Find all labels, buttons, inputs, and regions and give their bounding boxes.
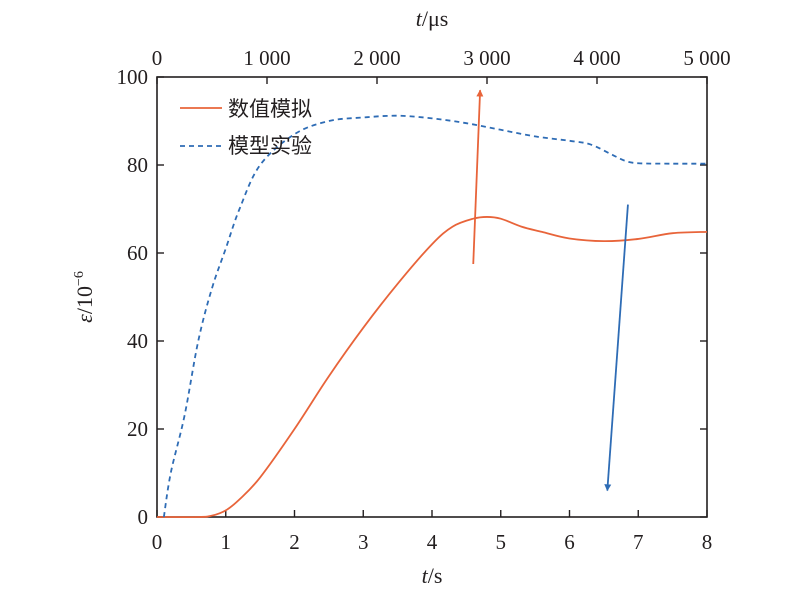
x-tick-label-5: 5 <box>496 530 507 554</box>
y-tick-label-0: 0 <box>138 505 149 529</box>
y-axis-title: ε/10−6 <box>72 271 97 323</box>
x2-tick-label-2: 2 000 <box>353 46 400 70</box>
annotation-arrow-1 <box>604 204 629 492</box>
annotation-layer <box>472 89 629 492</box>
x-tick-label-2: 2 <box>289 530 300 554</box>
y-tick-label-3: 60 <box>127 241 148 265</box>
y-tick-label-1: 20 <box>127 417 148 441</box>
x2-tick-label-1: 1 000 <box>243 46 290 70</box>
axis-tick-labels: 0 1 2 3 4 5 6 7 80 1 000 2 000 3 000 4 000 5 00002040… <box>117 46 731 554</box>
x-tick-label-8: 8 <box>702 530 713 554</box>
series-line-experiment <box>162 114 708 518</box>
x2-tick-label-4: 4 000 <box>573 46 620 70</box>
series-layer <box>156 114 708 518</box>
x-tick-label-6: 6 <box>564 530 575 554</box>
legend-label-experiment: 模型实验 <box>228 134 312 158</box>
x-axis-title: t/s <box>422 563 443 588</box>
x-tick-label-0: 0 <box>152 530 163 554</box>
x2-tick-label-5: 5 000 <box>683 46 730 70</box>
x2-tick-label-0: 0 <box>152 46 163 70</box>
x-tick-label-4: 4 <box>427 530 438 554</box>
legend-label-simulation: 数值模拟 <box>228 97 312 121</box>
legend: 数值模拟 模型实验 <box>180 97 312 158</box>
y-tick-label-2: 40 <box>127 329 148 353</box>
x2-axis-title: t/μs <box>416 6 449 31</box>
annotation-arrow-0 <box>472 89 484 265</box>
x2-tick-label-3: 3 000 <box>463 46 510 70</box>
series-line-simulation <box>156 216 708 518</box>
x-tick-label-1: 1 <box>221 530 232 554</box>
axis-ticks <box>156 76 708 518</box>
x-tick-label-7: 7 <box>633 530 644 554</box>
y-tick-label-5: 100 <box>117 65 149 89</box>
x-tick-label-3: 3 <box>358 530 369 554</box>
y-tick-label-4: 80 <box>127 153 148 177</box>
